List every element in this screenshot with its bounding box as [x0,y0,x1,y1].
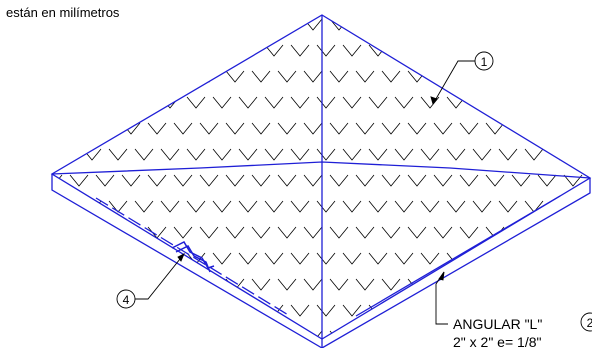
handle-detail [171,241,215,273]
plate-left-thickness [51,174,323,348]
angle-label-line2: 2" x 2" e= 1/8" [453,334,541,348]
plate-edges [50,14,592,348]
callout-4-label: 4 [123,293,130,307]
plate-right-thickness [321,178,591,348]
callout-2: 2 [580,312,592,332]
plate-top-face-outline [50,14,592,340]
leader-1 [432,60,475,105]
callout-1: 1 [474,51,494,71]
leader-4 [134,253,185,300]
callout-2-label: 2 [587,316,592,330]
leader-lines [134,60,475,325]
callout-1-label: 1 [481,55,488,69]
callout-4: 4 [116,289,136,309]
angle-label-line1: ANGULAR "L" [453,316,542,332]
units-note: están en milímetros [6,5,120,20]
angle-hidden-right [355,195,561,317]
